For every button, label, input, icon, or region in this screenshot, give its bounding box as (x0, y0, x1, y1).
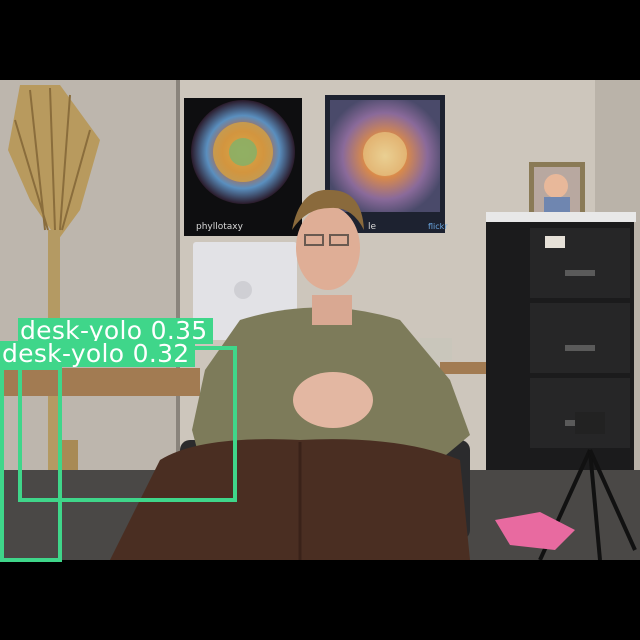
photo-illustration: phyllotaxy le flickr (0, 80, 640, 560)
pink-bag (495, 512, 575, 550)
photo-scene: phyllotaxy le flickr (0, 80, 640, 560)
detection-box-desk-2 (0, 366, 62, 562)
phyllotaxy-poster: phyllotaxy (184, 98, 302, 236)
detection-label-desk-1: desk-yolo 0.35 (18, 318, 214, 344)
svg-text:phyllotaxy: phyllotaxy (196, 222, 244, 232)
dried-palm-plant (8, 85, 100, 490)
person (110, 189, 470, 560)
detection-label-desk-2: desk-yolo 0.32 (0, 341, 196, 367)
mosaic-poster: le flickr (325, 95, 448, 233)
desk (0, 338, 486, 396)
svg-text:le: le (368, 222, 377, 232)
svg-text:flickr: flickr (428, 222, 448, 231)
framed-photo (529, 162, 585, 220)
